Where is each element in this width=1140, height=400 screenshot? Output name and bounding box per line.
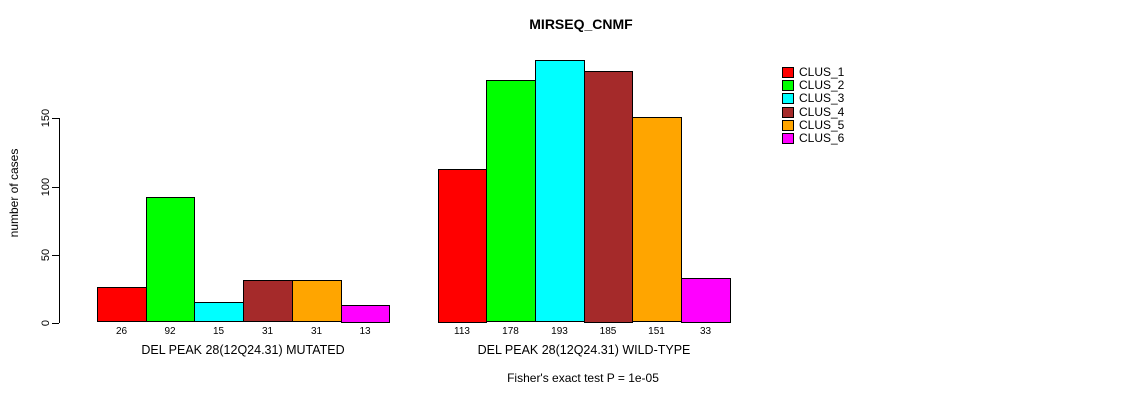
chart-title: MIRSEQ_CNMF	[529, 16, 633, 32]
legend-label: CLUS_4	[799, 105, 845, 119]
legend-label: CLUS_2	[799, 78, 845, 92]
y-axis-tick	[52, 323, 59, 324]
group-label: DEL PEAK 28(12Q24.31) WILD-TYPE	[477, 343, 691, 357]
legend-swatch-clus_6	[782, 133, 794, 144]
bar-value-label: 185	[599, 326, 617, 337]
bar-value-label: 15	[212, 326, 225, 337]
y-axis-label: number of cases	[7, 148, 21, 238]
bar-clus_5	[632, 117, 682, 322]
legend-label: CLUS_5	[799, 118, 845, 132]
y-axis-tick	[52, 255, 59, 256]
y-axis-line	[59, 118, 60, 323]
bar-value-label: 31	[261, 326, 274, 337]
bar-clus_1	[438, 169, 487, 323]
legend-swatch-clus_5	[782, 120, 794, 131]
y-axis-tick-label: 50	[40, 248, 52, 262]
bar-clus_3	[194, 302, 244, 322]
bar-value-label: 13	[359, 326, 371, 337]
bar-clus_2	[146, 197, 195, 322]
legend-label: CLUS_3	[799, 91, 845, 105]
bar-clus_4	[584, 71, 633, 323]
bar-clus_5	[292, 280, 342, 322]
bar-clus_6	[681, 278, 731, 323]
bar-value-label: 92	[164, 326, 176, 337]
legend-label: CLUS_1	[799, 65, 845, 79]
y-axis-tick-label: 150	[40, 108, 52, 128]
y-axis-tick-label: 100	[40, 177, 52, 197]
bar-clus_4	[243, 280, 293, 322]
bar-value-label: 193	[551, 326, 568, 337]
legend-swatch-clus_3	[782, 93, 794, 104]
bar-clus_3	[535, 60, 585, 322]
y-axis-tick	[52, 187, 59, 188]
bar-clus_2	[486, 80, 536, 322]
legend-swatch-clus_4	[782, 107, 794, 118]
y-axis-tick	[52, 118, 59, 119]
bar-value-label: 151	[648, 326, 665, 337]
bar-clus_6	[341, 305, 390, 323]
bar-value-label: 33	[699, 326, 712, 337]
bar-value-label: 178	[502, 326, 519, 337]
bar-value-label: 113	[454, 326, 470, 337]
legend-swatch-clus_2	[782, 80, 794, 91]
fisher-test-annotation: Fisher's exact test P = 1e-05	[507, 371, 659, 385]
y-axis-tick-label: 0	[40, 319, 52, 327]
bar-value-label: 31	[310, 326, 323, 337]
bar-value-label: 26	[115, 326, 128, 337]
legend-label: CLUS_6	[799, 131, 845, 145]
group-label: DEL PEAK 28(12Q24.31) MUTATED	[141, 343, 345, 357]
bar-clus_1	[97, 287, 147, 322]
legend-swatch-clus_1	[782, 67, 794, 78]
